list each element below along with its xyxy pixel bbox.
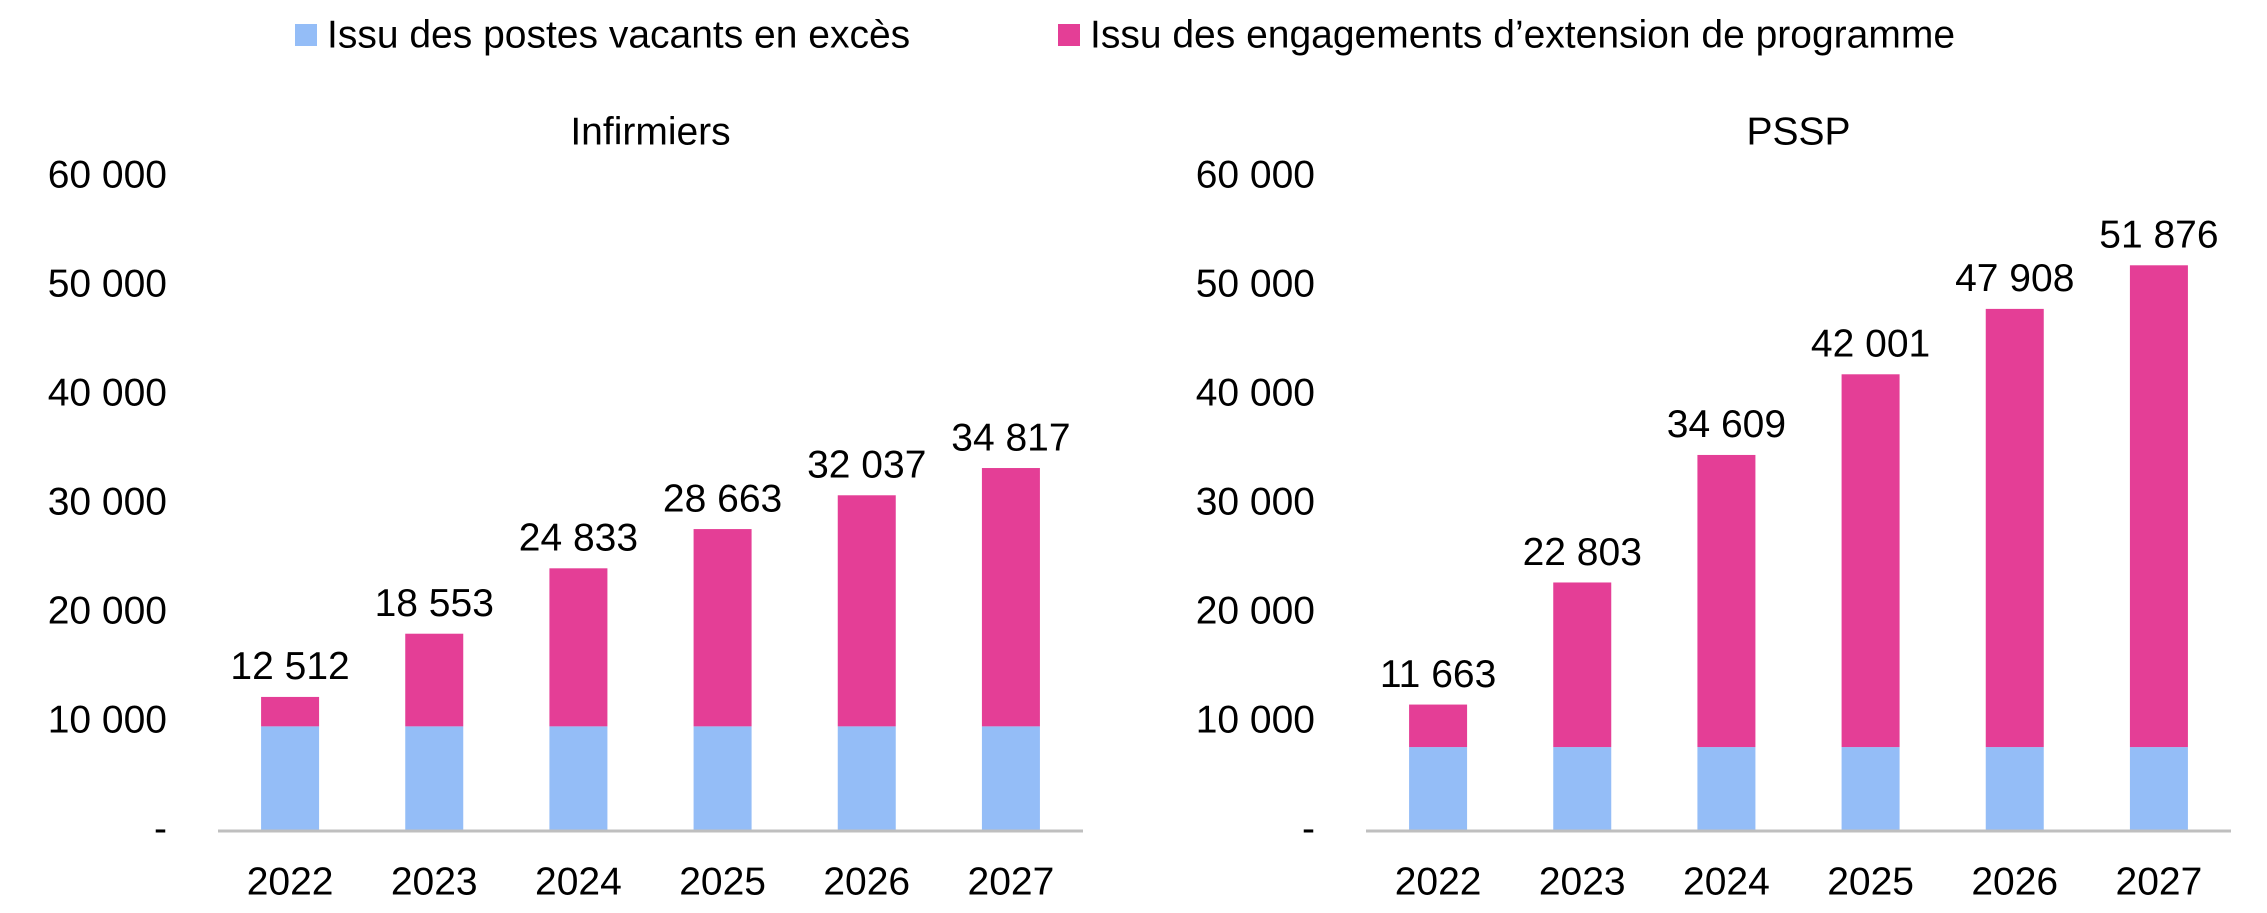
x-tick-label: 2022 [1395, 860, 1482, 903]
bar-segment [2129, 747, 2188, 831]
x-tick-label: 2025 [1827, 860, 1914, 903]
legend-swatch [295, 24, 317, 46]
bar-segment [549, 568, 608, 727]
bar-segment [1985, 747, 2044, 831]
bar-segment [1409, 747, 1468, 831]
x-tick-label: 2023 [1539, 860, 1626, 903]
total-label: 12 512 [230, 645, 349, 688]
chart-title: Infirmiers [570, 110, 730, 153]
x-tick-label: 2027 [968, 860, 1055, 903]
bar-segment [693, 726, 752, 831]
total-label: 47 908 [1955, 257, 2074, 300]
total-label: 11 663 [1380, 653, 1496, 696]
y-tick-label: - [154, 807, 167, 850]
y-tick-label: 50 000 [48, 262, 167, 305]
y-tick-label: 30 000 [48, 480, 167, 523]
y-tick-label: 10 000 [1196, 698, 1315, 741]
bar-segment [693, 529, 752, 727]
y-tick-label: 60 000 [1196, 153, 1315, 196]
bar-segment [405, 633, 464, 727]
y-tick-label: 30 000 [1196, 480, 1315, 523]
bar-segment [1409, 704, 1468, 748]
total-label: 22 803 [1523, 531, 1642, 574]
bar-segment [405, 726, 464, 831]
x-tick-label: 2025 [679, 860, 766, 903]
bar-segment [837, 495, 896, 727]
y-tick-label: 60 000 [48, 153, 167, 196]
total-label: 32 037 [807, 444, 926, 487]
chart-title: PSSP [1746, 110, 1850, 153]
bar-segment [1841, 374, 1900, 748]
bar-segment [1553, 582, 1612, 748]
bar-segment [261, 726, 320, 831]
x-tick-label: 2024 [535, 860, 622, 903]
bar-segment [837, 726, 896, 831]
total-label: 51 876 [2099, 214, 2218, 257]
y-tick-label: 40 000 [1196, 371, 1315, 414]
x-tick-label: 2026 [823, 860, 910, 903]
total-label: 24 833 [519, 517, 638, 560]
bar-segment [1553, 747, 1612, 831]
total-label: 34 817 [951, 416, 1070, 459]
bar-segment [981, 468, 1040, 727]
bar-segment [549, 726, 608, 831]
y-tick-label: - [1302, 807, 1315, 850]
total-label: 34 609 [1667, 403, 1786, 446]
bar-segment [1841, 747, 1900, 831]
x-tick-label: 2027 [2116, 860, 2203, 903]
y-tick-label: 40 000 [48, 371, 167, 414]
x-tick-label: 2022 [247, 860, 334, 903]
y-tick-label: 10 000 [48, 698, 167, 741]
bar-segment [261, 696, 320, 727]
total-label: 42 001 [1811, 323, 1930, 366]
bar-segment [981, 726, 1040, 831]
x-tick-label: 2024 [1683, 860, 1770, 903]
legend-label: Issu des engagements d’extension de prog… [1090, 13, 1955, 56]
total-label: 28 663 [663, 477, 782, 520]
x-tick-label: 2026 [1971, 860, 2058, 903]
y-tick-label: 20 000 [48, 589, 167, 632]
total-label: 18 553 [375, 582, 494, 625]
bar-segment [1697, 454, 1756, 748]
bar-segment [1697, 747, 1756, 831]
y-tick-label: 50 000 [1196, 262, 1315, 305]
bar-segment [1985, 308, 2044, 748]
y-tick-label: 20 000 [1196, 589, 1315, 632]
x-tick-label: 2023 [391, 860, 478, 903]
bar-segment [2129, 265, 2188, 748]
legend-swatch [1058, 24, 1080, 46]
legend-label: Issu des postes vacants en excès [327, 13, 910, 56]
